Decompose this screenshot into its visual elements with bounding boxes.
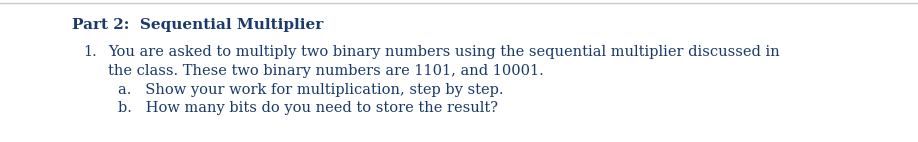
Text: b.   How many bits do you need to store the result?: b. How many bits do you need to store th… bbox=[118, 101, 498, 115]
Text: Part 2:  Sequential Multiplier: Part 2: Sequential Multiplier bbox=[72, 18, 323, 32]
Text: a.   Show your work for multiplication, step by step.: a. Show your work for multiplication, st… bbox=[118, 83, 503, 97]
Text: You are asked to multiply two binary numbers using the sequential multiplier dis: You are asked to multiply two binary num… bbox=[108, 45, 779, 59]
Text: the class. These two binary numbers are 1101, and 10001.: the class. These two binary numbers are … bbox=[108, 64, 543, 78]
Text: 1.: 1. bbox=[83, 45, 96, 59]
